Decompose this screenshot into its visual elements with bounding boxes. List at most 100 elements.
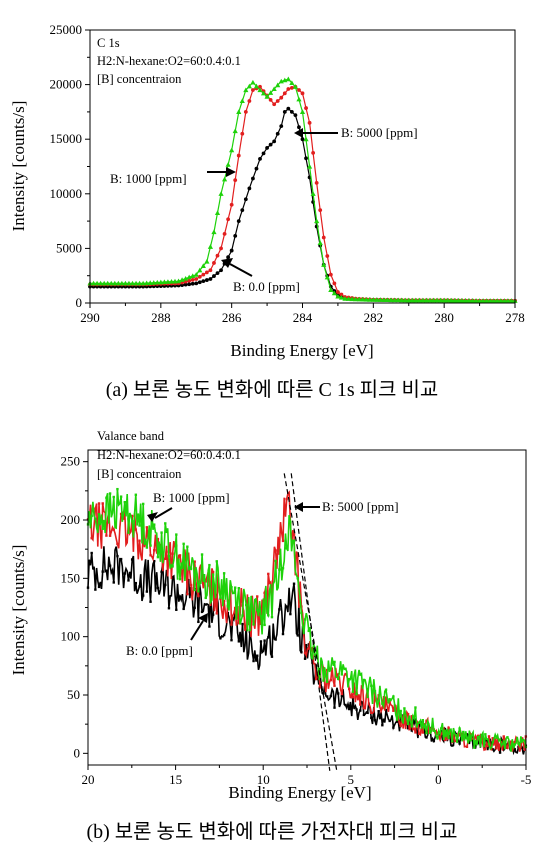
c1s-point-2 [307,120,312,125]
c1s-point-1 [406,297,412,303]
c1s-point-2 [187,278,192,283]
valence-point-1 [112,495,115,499]
c1s-point-1 [136,280,143,286]
valence-point-1 [480,733,483,737]
c1s-point-1 [345,296,352,301]
valence-point-1 [414,706,417,709]
valence-point-1 [513,743,516,746]
valence-point-1 [487,742,491,746]
valence-point-0 [270,655,274,658]
c1s-x-tick-label: 290 [80,310,100,325]
valence-point-0 [340,694,344,698]
valence-point-2 [329,678,333,682]
c1s-point-1 [420,297,426,303]
valence-point-1 [340,673,344,676]
valence-point-2 [414,731,417,734]
valence-point-1 [495,736,498,739]
c1s-point-0 [190,281,195,286]
valence-point-0 [278,608,281,611]
valence-point-1 [281,567,285,570]
valence-point-1 [443,729,447,733]
valence-point-0 [256,654,259,657]
valence-point-1 [384,688,388,691]
c1s-point-1 [409,297,415,303]
valence-point-2 [230,623,233,626]
valence-point-2 [491,737,494,740]
c1s-point-1 [105,280,111,286]
c1s-point-2 [279,95,284,100]
valence-point-1 [428,731,432,734]
c1s-point-1 [370,297,376,302]
valence-x-tick-label: 20 [82,772,95,787]
valence-point-1 [153,523,156,526]
valence-point-1 [292,539,296,542]
c1s-point-1 [268,90,274,95]
valence-point-0 [219,637,222,640]
valence-point-0 [274,638,277,641]
c1s-point-0 [279,124,284,128]
valence-point-0 [325,695,329,698]
c1s-point-1 [349,296,355,302]
c1s-point-1 [232,128,238,134]
valence-point-0 [336,692,340,695]
valence-point-2 [421,731,425,734]
valence-y-tick-label: 150 [61,570,81,585]
valence-point-1 [465,736,469,740]
c1s-point-0 [289,110,294,114]
c1s-point-1 [218,191,224,196]
c1s-point-1 [158,279,164,285]
valence-point-0 [182,607,185,611]
c1s-point-2 [325,254,330,258]
valence-x-axis-label: Binding Energy [eV] [228,783,371,802]
c1s-point-1 [214,210,221,215]
valence-point-0 [156,586,160,590]
c1s-point-0 [265,146,269,150]
c1s-point-2 [183,279,188,284]
valence-point-2 [399,724,402,727]
valence-point-2 [90,536,93,540]
valence-point-1 [222,572,226,575]
valence-point-0 [388,719,391,723]
valence-point-1 [502,740,505,743]
valence-point-1 [171,565,174,568]
valence-x-tick-label: 0 [435,772,442,787]
valence-point-1 [189,567,193,570]
valence-point-0 [178,595,182,598]
valence-point-1 [322,679,325,682]
c1s-point-1 [94,280,100,286]
c1s-point-1 [303,136,309,142]
valence-point-2 [263,591,266,595]
valence-point-2 [314,677,318,681]
valence-point-0 [285,605,288,608]
valence-point-0 [138,585,141,588]
valence-point-2 [454,739,458,743]
valence-point-2 [384,696,388,699]
valence-point-2 [303,651,307,655]
valence-point-1 [108,492,112,495]
valence-point-2 [381,706,384,710]
valence-point-2 [392,709,395,712]
c1s-point-2 [222,231,227,236]
valence-point-2 [348,687,351,691]
valence-point-1 [226,604,230,608]
c1s-point-1 [129,280,136,286]
valence-point-1 [520,740,524,743]
valence-point-1 [506,736,509,739]
valence-point-1 [230,586,233,589]
c1s-point-1 [154,279,160,285]
valence-point-1 [476,736,480,739]
valence-point-1 [351,690,355,693]
c1s-point-2 [204,270,209,275]
valence-point-0 [417,724,421,727]
c1s-point-1 [321,262,327,267]
c1s-point-1 [190,273,196,278]
valence-point-1 [97,512,101,516]
valence-arrowhead-0 [198,613,208,623]
c1s-x-tick-label: 282 [364,310,384,325]
c1s-point-2 [321,235,326,240]
c1s-point-1 [363,296,369,302]
valence-point-2 [138,539,141,542]
valence-point-1 [164,522,167,525]
c1s-annotation-ratio: H2:N-hexane:O2=60:0.4:0.1 [97,54,241,68]
valence-point-2 [101,502,104,505]
